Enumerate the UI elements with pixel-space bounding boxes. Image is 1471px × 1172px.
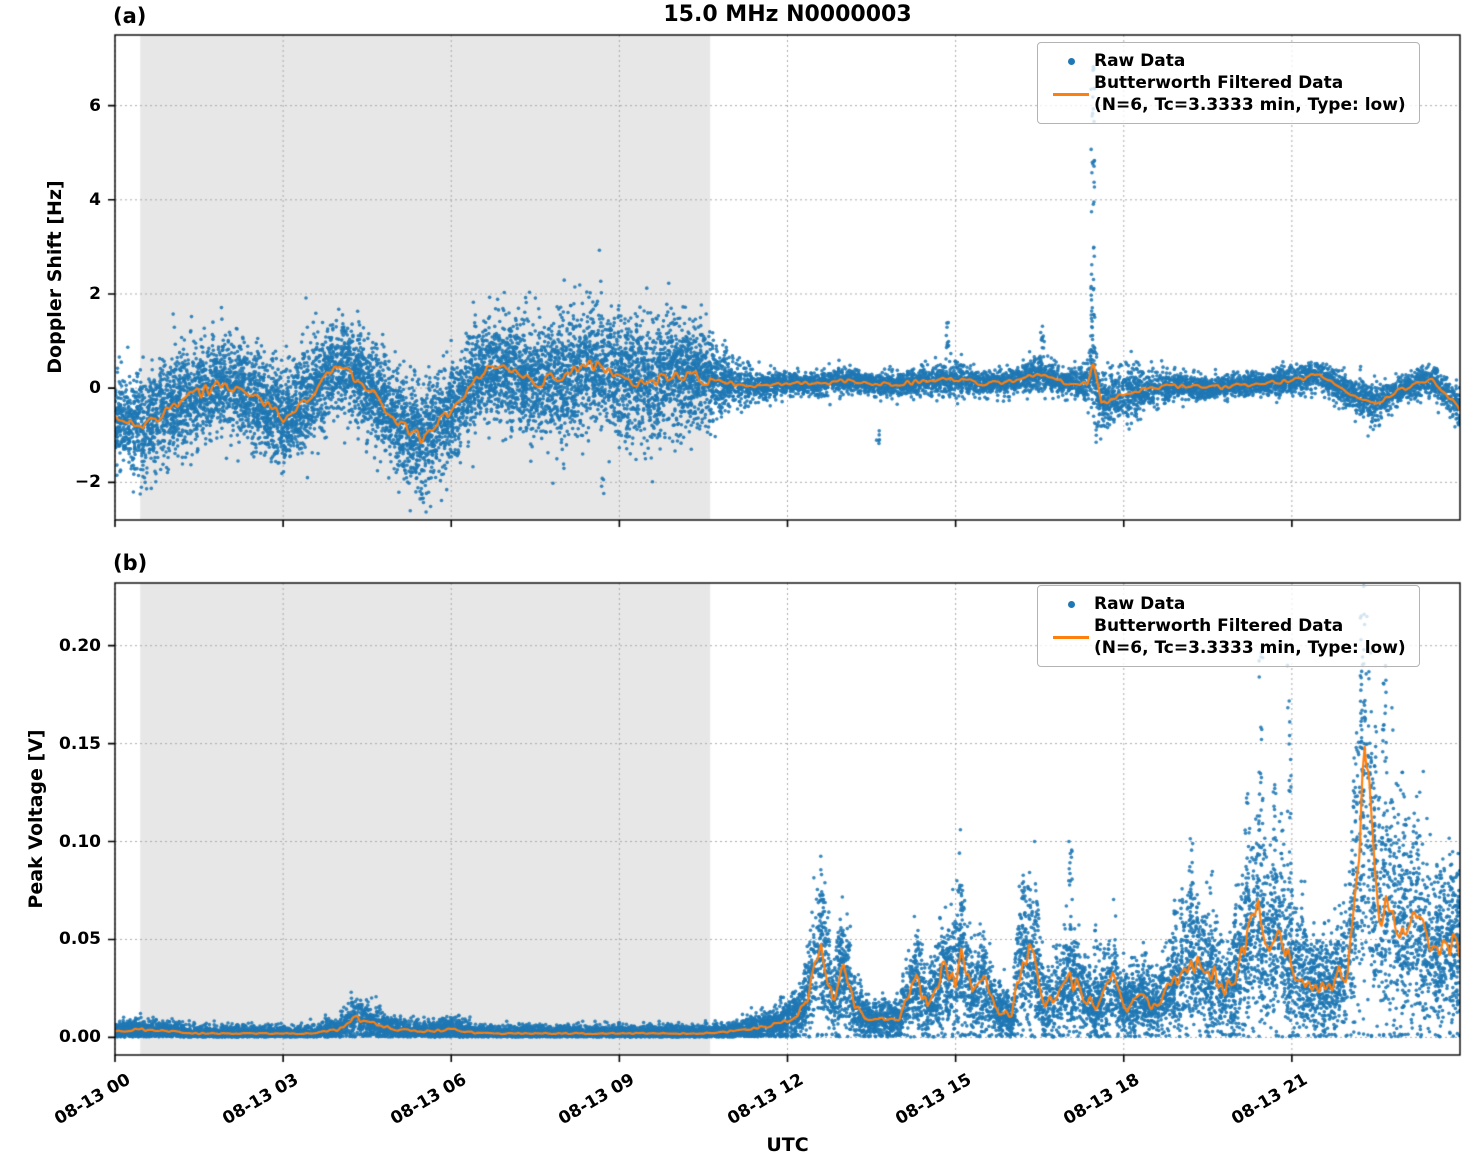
y-tick-label: 0.15 — [59, 733, 101, 754]
y-tick-label: 0.20 — [59, 635, 101, 656]
legend-item-filtered: Butterworth Filtered Data (N=6, Tc=3.333… — [1048, 72, 1406, 116]
legend-item-filtered: Butterworth Filtered Data (N=6, Tc=3.333… — [1048, 615, 1406, 659]
legend-filtered-sublabel: (N=6, Tc=3.3333 min, Type: low) — [1094, 638, 1406, 658]
figure-title: 15.0 MHz N0000003 — [663, 2, 912, 27]
filtered-line-marker-icon — [1053, 92, 1089, 96]
legend-raw-label: Raw Data — [1094, 594, 1186, 614]
legend-panel-a: Raw Data Butterworth Filtered Data (N=6,… — [1037, 42, 1420, 124]
y-tick-label: 6 — [89, 95, 101, 116]
raw-data-marker-icon — [1067, 57, 1075, 65]
legend-raw-label: Raw Data — [1094, 51, 1186, 71]
y-tick-label: −2 — [74, 472, 101, 493]
y-axis-label-voltage: Peak Voltage [V] — [25, 729, 47, 909]
y-tick-label: 0.05 — [59, 929, 101, 950]
y-tick-label: 4 — [89, 189, 101, 210]
legend-filtered-label: Butterworth Filtered Data — [1094, 616, 1344, 636]
panel-b-label: (b) — [113, 551, 148, 575]
y-tick-label: 0.00 — [59, 1027, 101, 1048]
y-tick-label: 2 — [89, 283, 101, 304]
legend-panel-b: Raw Data Butterworth Filtered Data (N=6,… — [1037, 585, 1420, 667]
y-axis-label-doppler: Doppler Shift [Hz] — [44, 180, 66, 374]
y-tick-label: 0.10 — [59, 831, 101, 852]
x-axis-label: UTC — [766, 1134, 809, 1156]
panel-a-label: (a) — [113, 4, 147, 28]
y-tick-label: 0 — [89, 378, 101, 399]
legend-filtered-label: Butterworth Filtered Data — [1094, 73, 1344, 93]
legend-filtered-sublabel: (N=6, Tc=3.3333 min, Type: low) — [1094, 95, 1406, 115]
filtered-line-marker-icon — [1053, 635, 1089, 639]
legend-item-raw: Raw Data — [1048, 50, 1406, 72]
legend-item-raw: Raw Data — [1048, 593, 1406, 615]
raw-data-marker-icon — [1067, 600, 1075, 608]
